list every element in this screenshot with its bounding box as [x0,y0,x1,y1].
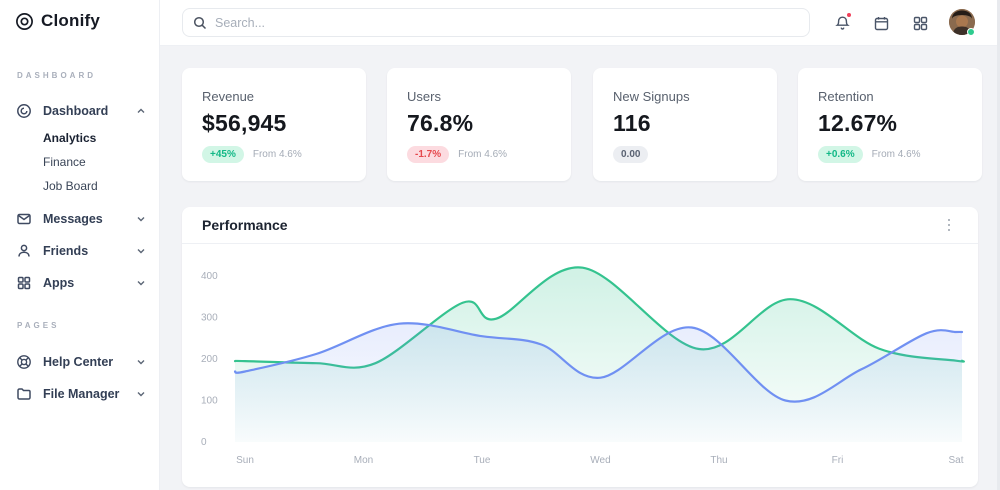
sidebar-item-label: Dashboard [43,104,109,118]
sidebar-item-file-manager[interactable]: File Manager [0,381,160,407]
stat-value: 76.8% [407,110,474,136]
y-axis-tick: 300 [201,313,218,324]
chevron-down-icon [136,214,146,224]
friends-icon [16,243,32,259]
messages-icon [16,211,32,227]
stat-value: $56,945 [202,110,287,136]
search-input[interactable] [215,15,799,30]
folder-icon [16,386,32,402]
chevron-up-icon [136,106,146,116]
stat-title: Revenue [202,89,255,104]
x-axis-tick: Mon [354,455,373,466]
y-axis-tick: 0 [201,437,207,448]
online-status-dot [967,28,975,36]
chart-title: Performance [202,217,288,233]
kebab-menu-icon[interactable] [940,216,958,234]
stat-note: From 4.6% [252,149,302,160]
y-axis-tick: 100 [201,396,218,407]
x-axis-tick: Sat [948,455,963,466]
stat-value: 116 [613,110,651,136]
sidebar-subitem-analytics[interactable]: Analytics [43,131,97,145]
x-axis-tick: Wed [590,455,610,466]
sidebar-item-messages[interactable]: Messages [0,206,160,232]
performance-card: Performance 0 100 200 300 400 Sun Mon Tue Wed Thu… [182,207,978,487]
section-label-pages: PAGES [17,321,60,330]
search-icon [193,16,207,29]
stat-change-badge: 0.00 [613,146,649,163]
notification-dot [846,12,852,18]
sidebar-item-help-center[interactable]: Help Center [0,349,160,375]
clonify-logo-icon [16,12,33,30]
stat-title: Users [407,89,441,104]
sidebar: Clonify DASHBOARD Dashboard Analytics Fi… [0,0,160,490]
stat-card-new-signups: New Signups 116 0.00 [593,68,777,181]
sidebar-item-friends[interactable]: Friends [0,238,160,264]
bell-icon [834,15,850,30]
search-box[interactable] [182,8,810,37]
sidebar-item-dashboard[interactable]: Dashboard [0,98,160,124]
stat-value: 12.67% [818,110,898,136]
stat-card-revenue: Revenue $56,945 +45% From 4.6% [182,68,366,181]
blue-series-area [235,323,962,442]
section-label-dashboard: DASHBOARD [17,71,96,80]
apps-menu-button[interactable] [908,11,932,35]
performance-chart: 0 100 200 300 400 Sun Mon Tue Wed Thu Fri Sat [201,266,965,466]
stat-note: From 4.6% [871,149,921,160]
topbar [160,0,1000,46]
y-axis-tick: 400 [201,271,218,282]
x-axis-tick: Thu [710,455,727,466]
stat-title: New Signups [613,89,690,104]
stat-card-users: Users 76.8% -1.7% From 4.6% [387,68,571,181]
x-axis-tick: Fri [832,455,844,466]
brand[interactable]: Clonify [15,11,100,31]
chevron-down-icon [136,278,146,288]
notifications-button[interactable] [830,11,854,35]
x-axis-tick: Tue [474,455,491,466]
sidebar-item-apps[interactable]: Apps [0,270,160,296]
x-axis-tick: Sun [236,455,254,466]
main-content: Revenue $56,945 +45% From 4.6% Users 76.… [160,46,1000,490]
vertical-scrollbar[interactable] [997,0,1000,490]
help-center-icon [16,354,32,370]
brand-name: Clonify [41,11,101,30]
stat-change-badge: -1.7% [407,146,450,163]
stat-note: From 4.6% [458,149,508,160]
user-avatar[interactable] [949,9,975,35]
calendar-button[interactable] [869,11,893,35]
stat-card-retention: Retention 12.67% +0.6% From 4.6% [798,68,982,181]
apps-icon [16,275,32,291]
chevron-down-icon [136,246,146,256]
blue-series-line [233,322,964,403]
calendar-icon [874,16,888,30]
chevron-down-icon [136,389,146,399]
stat-change-badge: +0.6% [818,146,863,163]
sidebar-subitem-job-board[interactable]: Job Board [43,179,98,193]
dashboard-icon [16,103,32,119]
sidebar-subitem-finance[interactable]: Finance [43,155,86,169]
chevron-down-icon [136,357,146,367]
y-axis-tick: 200 [201,354,218,365]
stat-title: Retention [818,89,874,104]
apps-grid-icon [913,16,927,30]
stat-change-badge: +45% [202,146,244,163]
